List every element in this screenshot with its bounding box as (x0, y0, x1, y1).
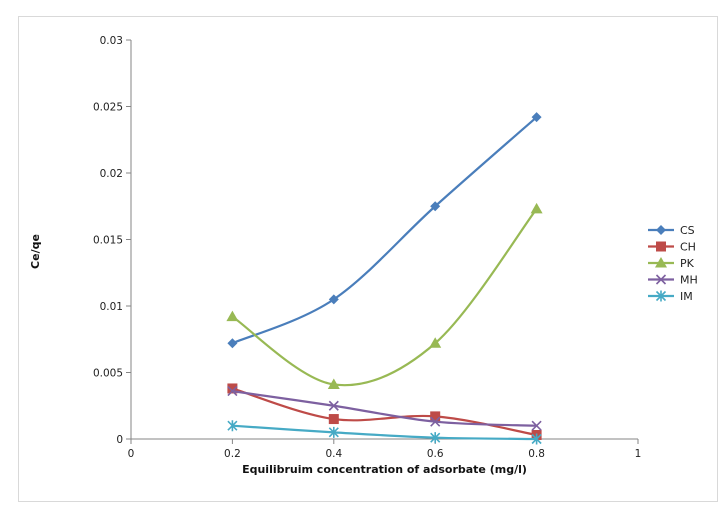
legend-item-cs: CS (648, 224, 695, 237)
x-tick-label: 0.6 (427, 448, 444, 460)
y-tick-label: 0.02 (100, 168, 123, 180)
y-tick-label: 0.005 (93, 368, 123, 380)
series-line-cs (231, 116, 538, 345)
y-tick-label: 0.03 (100, 35, 123, 47)
data-point-cs (531, 112, 542, 123)
x-tick-label: 0.2 (224, 448, 241, 460)
y-axis-title: Ce/qe (29, 234, 42, 269)
data-point-cs (328, 294, 339, 305)
series-pk (226, 202, 543, 389)
data-point-im (328, 426, 339, 438)
x-tick-label: 0.4 (325, 448, 342, 460)
data-point-mh (227, 386, 238, 397)
series-cs (227, 112, 542, 349)
legend-label-im: IM (680, 290, 693, 303)
data-point-ch (328, 414, 339, 425)
data-point-pk (530, 202, 543, 214)
legend-marker-ch (656, 241, 666, 252)
y-tick-label: 0 (116, 434, 123, 446)
data-point-im (227, 420, 238, 432)
legend-marker-pk (655, 257, 667, 268)
series-mh (227, 386, 542, 431)
data-point-im (430, 432, 441, 444)
legend-item-mh: MH (648, 274, 698, 287)
data-point-pk (226, 310, 239, 322)
y-tick-label: 0.01 (100, 301, 123, 313)
data-point-im (531, 433, 542, 445)
series-line-pk (231, 208, 538, 387)
data-point-mh (328, 400, 339, 411)
legend-marker-cs (656, 225, 666, 235)
x-tick-label: 0 (128, 448, 135, 460)
legend-item-pk: PK (648, 257, 695, 270)
data-point-mh (430, 416, 441, 427)
data-point-pk (327, 378, 340, 389)
series-ch (227, 383, 542, 441)
data-point-cs (227, 338, 238, 349)
series-line-im (232, 424, 537, 441)
legend-item-im: IM (648, 290, 693, 303)
legend-label-pk: PK (680, 257, 695, 270)
data-point-ch (430, 411, 441, 422)
data-point-cs (430, 201, 441, 212)
legend: CS CH PK MH IM (648, 224, 698, 303)
y-tick-label: 0.015 (93, 235, 123, 247)
legend-label-ch: CH (680, 241, 696, 254)
series-layer (226, 112, 543, 445)
x-tick-label: 1 (635, 448, 642, 460)
legend-label-cs: CS (680, 224, 695, 237)
y-tick-label: 0.025 (93, 102, 123, 114)
y-axis: 0 0.005 0.01 0.015 0.02 0.025 0.03 (93, 35, 132, 446)
data-point-pk (429, 337, 442, 348)
legend-marker-mh (655, 274, 667, 285)
chart-frame (18, 16, 718, 502)
legend-item-ch: CH (648, 241, 696, 254)
x-axis: 0 0.2 0.4 0.6 0.8 1 (128, 438, 642, 460)
data-point-ch (227, 383, 238, 394)
series-im (227, 420, 542, 445)
series-line-mh (232, 390, 537, 427)
x-tick-label: 0.8 (528, 448, 545, 460)
legend-label-mh: MH (680, 274, 698, 287)
x-axis-title: Equilibruim concentration of adsorbate (… (242, 463, 527, 476)
data-point-mh (531, 420, 542, 431)
legend-marker-im (655, 290, 667, 302)
